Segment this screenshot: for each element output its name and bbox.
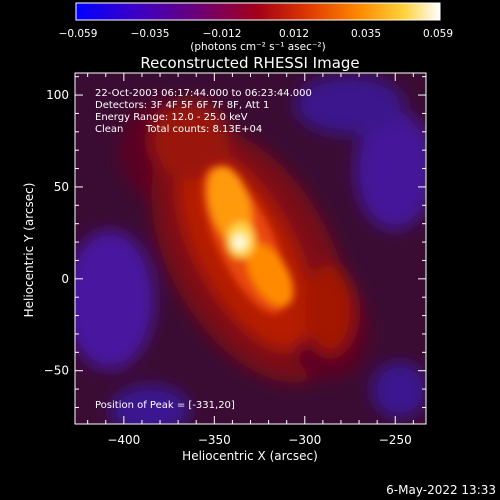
- y-axis: 100 50 0 −50 Heliocentric Y (arcsec): [22, 88, 69, 378]
- total-counts-annotation: Total counts: 8.13E+04: [145, 124, 262, 135]
- annotations: 22-Oct-2003 06:17:44.000 to 06:23:44.000…: [95, 88, 312, 411]
- peak-position-annotation: Position of Peak = [-331,20]: [95, 400, 235, 411]
- y-axis-label: Heliocentric Y (arcsec): [22, 183, 36, 318]
- footer-timestamp: 6-May-2022 13:33: [386, 483, 496, 497]
- colorbar-tick-label: −0.059: [59, 28, 98, 40]
- colorbar: −0.059 −0.035 −0.012 0.012 0.035 0.059 (…: [59, 2, 453, 53]
- method-annotation: Clean: [95, 124, 123, 135]
- colorbar-tick-label: 0.059: [423, 28, 453, 40]
- heatmap-image: [75, 73, 426, 424]
- colorbar-tick-label: −0.012: [203, 28, 242, 40]
- x-tick-label: −300: [288, 433, 321, 447]
- colorbar-tick-label: −0.035: [131, 28, 170, 40]
- x-tick-label: −400: [107, 433, 140, 447]
- x-axis-label: Heliocentric X (arcsec): [182, 449, 318, 463]
- x-tick-label: −350: [198, 433, 231, 447]
- detectors-annotation: Detectors: 3F 4F 5F 6F 7F 8F, Att 1: [95, 100, 269, 111]
- colorbar-gradient: [75, 2, 441, 21]
- energy-range-annotation: Energy Range: 12.0 - 25.0 keV: [95, 112, 248, 123]
- axis-ticks: [75, 73, 426, 424]
- colorbar-units: (photons cm⁻² s⁻¹ asec⁻²): [190, 41, 325, 53]
- colorbar-tick-label: 0.012: [279, 28, 309, 40]
- y-tick-label: 0: [61, 272, 69, 286]
- colorbar-tick-label: 0.035: [351, 28, 381, 40]
- y-tick-label: 100: [46, 88, 69, 102]
- y-tick-label: 50: [54, 180, 69, 194]
- time-range-annotation: 22-Oct-2003 06:17:44.000 to 06:23:44.000: [95, 88, 312, 99]
- y-tick-label: −50: [44, 364, 69, 378]
- chart-title: Reconstructed RHESSI Image: [140, 54, 359, 72]
- x-axis: −400 −350 −300 −250 Heliocentric X (arcs…: [107, 433, 411, 463]
- x-tick-label: −250: [379, 433, 412, 447]
